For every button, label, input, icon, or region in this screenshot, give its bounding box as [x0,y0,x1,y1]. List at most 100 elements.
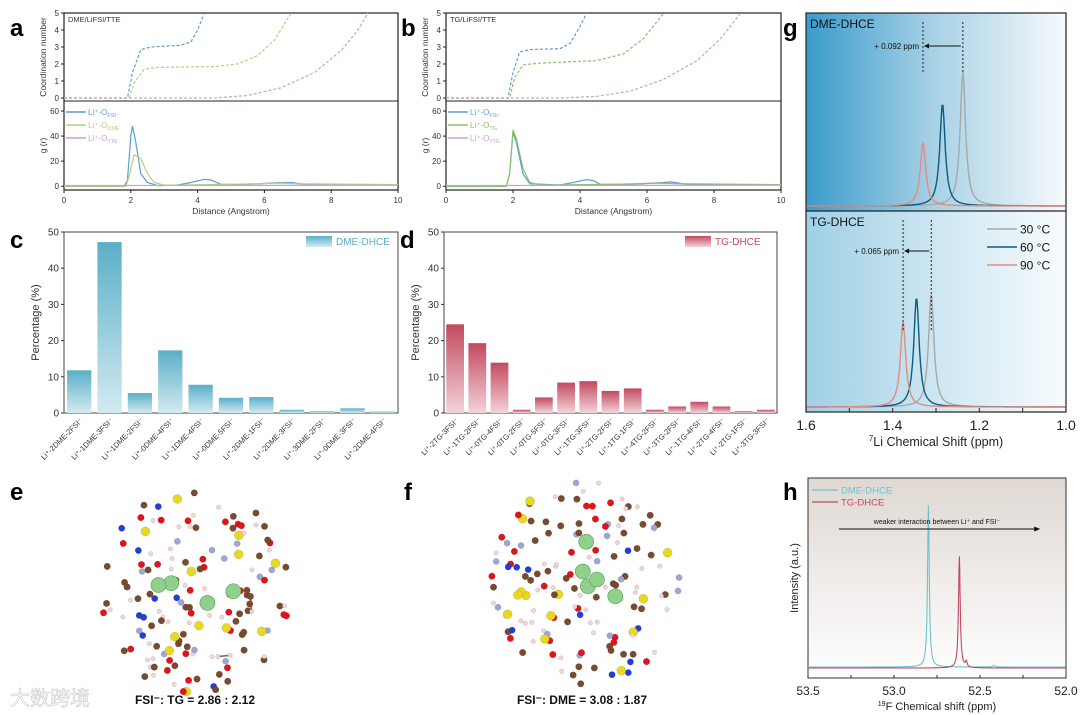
caption-e: FSI⁻: TG = 2.86 : 2.12 [135,693,255,707]
x-tick-label: 2 [511,196,516,205]
atom-O [237,522,245,530]
y-tick-label: 1 [55,77,60,86]
atom-C [527,576,535,584]
y-tick-label: 20 [48,336,60,347]
y-axis-title: Percentage (%) [30,284,42,360]
atom-O [549,651,557,659]
atom-H [216,504,222,510]
sample-label: DME-DHCE [810,17,875,31]
bar [646,409,664,413]
x-tick-label: 4 [578,196,583,205]
bar [668,406,686,413]
atom-S [172,494,183,504]
atom-C [193,675,201,683]
atom-O [163,666,171,674]
panel-background [806,13,1066,211]
atom-C [569,671,577,679]
atom-H [554,562,559,567]
atom-H [147,641,152,647]
atom-C [633,545,641,553]
bar [535,397,553,413]
atom-O [582,502,590,510]
y-tick-label: 10 [428,372,440,383]
system-title: DME/LiFSI/TTE [68,15,121,24]
legend-label: DME-DHCE [841,486,892,497]
atom-Li [163,575,180,591]
atom-H [530,639,536,644]
atom-H [253,522,259,528]
caption-f: FSI⁻: DME = 3.08 : 1.87 [517,693,647,707]
atom-H [156,608,162,614]
atom-F [517,542,525,549]
atom-C [282,563,290,571]
atom-H [615,540,620,545]
bar [97,242,122,413]
atom-F [135,627,143,635]
atom-C [638,605,646,613]
atom-H [639,565,645,571]
atom-H [120,614,126,620]
atom-O [154,560,162,568]
atom-H [522,620,528,626]
atom-C [144,566,152,574]
atom-H [529,620,535,625]
atom-O [166,656,174,664]
atom-O [601,522,609,530]
atom-H [580,488,586,494]
y-axis-title: Intensity (a.u.) [789,543,801,613]
atom-F [138,568,146,575]
atom-O [514,511,522,519]
atom-C [229,524,237,532]
bar [512,409,531,413]
y-tick-label: 4 [437,26,442,35]
y-tick-label: 0 [437,182,442,191]
atom-N [627,658,634,666]
atom-H [241,530,247,536]
x-tick-label: 1.0 [1056,417,1076,433]
rdf-curve-DME [64,153,399,187]
y-tick-label: 50 [48,228,60,239]
atom-S [525,496,535,506]
atom-H [619,496,625,502]
atom-C [120,647,128,655]
legend-label: 90 °C [1020,259,1050,273]
panel-label-d: d [400,227,415,254]
atom-H [215,654,221,659]
atom-C [171,662,179,670]
atom-N [504,563,512,571]
x-axis-title: 19F Chemical shift (ppm) [878,701,996,713]
bar [579,381,598,413]
atom-F [174,538,181,545]
atom-H [634,584,640,590]
panel-label-g: g [783,15,798,42]
atom-F [675,574,683,581]
bar [309,411,335,413]
atom-C [612,581,620,589]
atom-C [575,663,583,671]
atom-C [490,583,498,591]
x-tick-label: 8 [329,196,334,205]
panel-label-e: e [10,479,23,506]
atom-N [173,594,181,602]
panel-e-solvation-structure [100,489,290,697]
atom-H [518,618,524,624]
trend-annotation: weaker interaction between Li⁺ and FSI⁻ [873,519,1001,526]
atom-H [635,504,640,510]
atom-C [592,593,600,601]
atom-H [535,587,541,593]
y-tick-label: 0 [437,94,442,103]
y-tick-label: 20 [428,336,440,347]
bar [218,397,244,413]
y-tick-label: 30 [428,300,440,311]
arrow-head-icon [924,43,929,49]
atom-C [564,618,572,626]
atom-O [280,611,288,619]
atom-S [164,645,175,656]
atom-O [221,518,229,526]
atom-C [182,558,190,566]
watermark-logo: 大数跨境 [10,687,90,710]
sample-label: TG-DHCE [810,215,865,229]
atom-S [546,611,556,621]
x-tick-label: 6 [645,196,650,205]
